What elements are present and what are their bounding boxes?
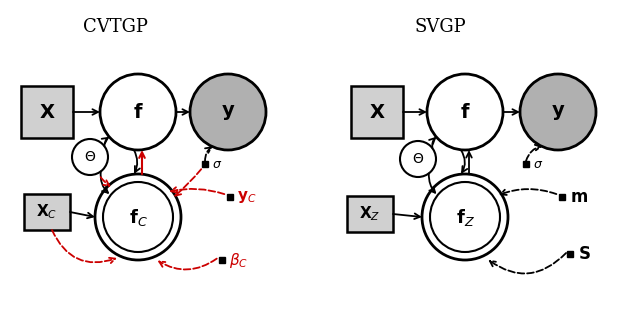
Text: $\Theta$: $\Theta$ <box>412 152 424 166</box>
Circle shape <box>103 182 173 252</box>
Text: $\mathbf{X}$: $\mathbf{X}$ <box>38 102 55 121</box>
Text: $\mathbf{f}$: $\mathbf{f}$ <box>132 102 143 121</box>
Text: $\sigma$: $\sigma$ <box>212 157 222 171</box>
Text: $\mathbf{f}_C$: $\mathbf{f}_C$ <box>129 206 147 228</box>
Circle shape <box>427 74 503 150</box>
Text: $\mathbf{f}_Z$: $\mathbf{f}_Z$ <box>456 206 474 228</box>
Text: $\beta_C$: $\beta_C$ <box>229 251 248 270</box>
Text: SVGP: SVGP <box>414 18 466 36</box>
Text: $\Theta$: $\Theta$ <box>84 150 96 164</box>
Text: $\mathbf{y}$: $\mathbf{y}$ <box>221 102 236 121</box>
Circle shape <box>95 174 181 260</box>
Text: $\mathbf{X}_C$: $\mathbf{X}_C$ <box>36 203 58 221</box>
Text: $\mathbf{S}$: $\mathbf{S}$ <box>578 245 591 263</box>
Text: $\sigma$: $\sigma$ <box>533 157 543 171</box>
Text: $\mathbf{m}$: $\mathbf{m}$ <box>570 188 588 206</box>
Circle shape <box>100 74 176 150</box>
Text: $\mathbf{X}$: $\mathbf{X}$ <box>369 102 385 121</box>
Text: $\mathbf{X}_Z$: $\mathbf{X}_Z$ <box>359 205 381 223</box>
Circle shape <box>520 74 596 150</box>
Circle shape <box>190 74 266 150</box>
Bar <box>21 86 73 138</box>
Circle shape <box>72 139 108 175</box>
Text: $\mathbf{f}$: $\mathbf{f}$ <box>460 102 470 121</box>
Circle shape <box>422 174 508 260</box>
Text: CVTGP: CVTGP <box>83 18 147 36</box>
Text: $\mathbf{y}_C$: $\mathbf{y}_C$ <box>237 189 257 205</box>
Circle shape <box>430 182 500 252</box>
Bar <box>24 194 70 230</box>
Bar <box>351 86 403 138</box>
Bar <box>347 196 393 232</box>
Circle shape <box>400 141 436 177</box>
Text: $\mathbf{y}$: $\mathbf{y}$ <box>551 102 565 121</box>
